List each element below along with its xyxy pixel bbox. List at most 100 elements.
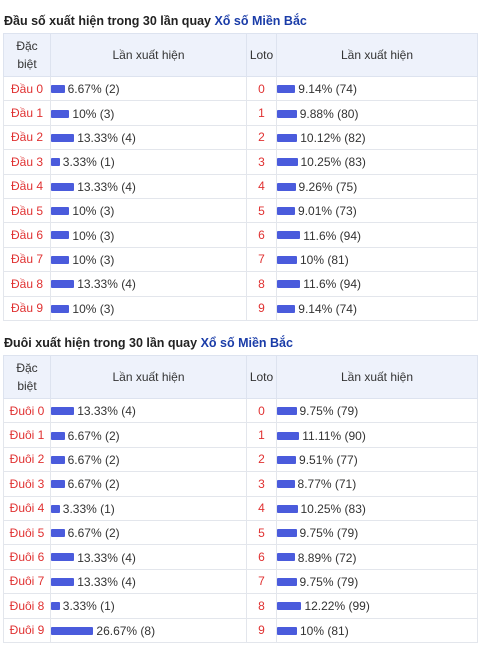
occurrence-value: 3.33% (1) [62, 501, 115, 516]
occurrence-value: 3.33% (1) [62, 599, 115, 614]
loto-digit: 2 [246, 446, 277, 473]
loto-occurrence-cell: 9.75% (79) [276, 519, 478, 546]
loto-occurrence-bar [277, 431, 300, 440]
loto-digit: 1 [246, 100, 277, 126]
loto-digit: 9 [246, 295, 277, 321]
row-label: Đầu 4 [3, 173, 51, 199]
table-row: Đầu 5 10% (3) 5 9.01% (73) [3, 197, 478, 224]
loto-occurrence-bar [277, 85, 296, 94]
loto-occurrence-value: 9.01% (73) [298, 204, 357, 219]
duoi-title-link[interactable]: Xổ số Miền Bắc [200, 336, 293, 350]
row-label: Đầu 7 [3, 246, 51, 273]
table-row: Đuôi 1 6.67% (2) 1 11.11% (90) [3, 422, 478, 448]
occurrence-cell: 13.33% (4) [50, 173, 247, 199]
occurrence-bar [51, 182, 75, 191]
loto-occurrence-bar [277, 109, 297, 118]
row-label: Đuôi 5 [3, 519, 51, 546]
occurrence-value: 6.67% (2) [67, 452, 120, 467]
occurrence-cell: 10% (3) [50, 197, 247, 224]
loto-occurrence-value: 9.75% (79) [299, 526, 359, 541]
loto-occurrence-value: 12.22% (99) [304, 599, 370, 614]
occurrence-bar [51, 431, 65, 440]
loto-occurrence-bar [277, 480, 295, 489]
occurrence-cell: 13.33% (4) [50, 124, 247, 151]
occurrence-cell: 10% (3) [50, 246, 247, 273]
loto-occurrence-value: 9.75% (79) [299, 404, 359, 419]
loto-occurrence-value: 9.26% (75) [298, 179, 358, 194]
loto-digit: 7 [246, 568, 277, 595]
loto-occurrence-value: 10.25% (83) [300, 155, 366, 170]
occurrence-cell: 10% (3) [50, 100, 247, 126]
occurrence-value: 10% (3) [72, 106, 115, 121]
loto-occurrence-value: 9.14% (74) [298, 301, 357, 316]
loto-occurrence-bar [277, 231, 301, 240]
table-row: Đuôi 9 26.67% (8) 9 10% (81) [3, 617, 478, 643]
table-row: Đầu 8 13.33% (4) 8 11.6% (94) [3, 271, 478, 297]
row-label: Đầu 5 [3, 197, 51, 224]
loto-occurrence-cell: 9.01% (73) [276, 197, 478, 224]
table-row: Đuôi 2 6.67% (2) 2 9.51% (77) [3, 446, 478, 473]
loto-occurrence-cell: 10% (81) [276, 246, 478, 273]
row-label: Đuôi 8 [3, 593, 51, 619]
dau-title-link[interactable]: Xổ số Miền Bắc [214, 14, 307, 28]
loto-digit: 1 [246, 422, 277, 448]
loto-digit: 5 [246, 197, 277, 224]
table-row: Đầu 7 10% (3) 7 10% (81) [3, 246, 478, 273]
row-label: Đầu 3 [3, 149, 51, 175]
occurrence-bar [51, 280, 75, 289]
table-row: Đuôi 5 6.67% (2) 5 9.75% (79) [3, 519, 478, 546]
row-label: Đuôi 0 [3, 397, 51, 424]
occurrence-value: 10% (3) [72, 228, 115, 243]
row-label: Đầu 0 [3, 75, 51, 102]
occurrence-bar [51, 455, 65, 464]
occurrence-cell: 3.33% (1) [50, 495, 247, 521]
occurrence-cell: 13.33% (4) [50, 568, 247, 595]
table-row: Đuôi 7 13.33% (4) 7 9.75% (79) [3, 568, 478, 595]
row-label: Đuôi 1 [3, 422, 51, 448]
loto-occurrence-bar [277, 304, 296, 313]
table-row: Đầu 4 13.33% (4) 4 9.26% (75) [3, 173, 478, 199]
header-loto-lan-xuat-hien: Lần xuất hiện [276, 33, 478, 77]
table-row: Đuôi 6 13.33% (4) 6 8.89% (72) [3, 544, 478, 570]
row-label: Đầu 6 [3, 222, 51, 248]
loto-occurrence-value: 10% (81) [300, 623, 349, 638]
loto-occurrence-value: 10.12% (82) [300, 130, 366, 145]
table-row: Đầu 3 3.33% (1) 3 10.25% (83) [3, 149, 478, 175]
occurrence-bar [51, 85, 65, 94]
occurrence-value: 3.33% (1) [62, 155, 115, 170]
loto-occurrence-bar [277, 529, 297, 538]
occurrence-value: 6.67% (2) [67, 82, 120, 97]
loto-occurrence-value: 11.6% (94) [303, 277, 361, 292]
dau-header-row: Đặc biệt Lần xuất hiện Loto Lần xuất hiệ… [3, 33, 478, 77]
header-lan-xuat-hien: Lần xuất hiện [50, 355, 247, 399]
loto-digit: 4 [246, 173, 277, 199]
row-label: Đuôi 3 [3, 471, 51, 497]
loto-digit: 0 [246, 397, 277, 424]
occurrence-bar [51, 504, 60, 513]
dau-stats-table: Đặc biệt Lần xuất hiện Loto Lần xuất hiệ… [3, 33, 478, 321]
header-dac-biet: Đặc biệt [3, 355, 51, 399]
loto-digit: 3 [246, 149, 277, 175]
duoi-section-title: Đuôi xuất hiện trong 30 lần quay Xổ số M… [4, 336, 293, 350]
header-loto-lan-xuat-hien: Lần xuất hiện [276, 355, 478, 399]
occurrence-value: 13.33% (4) [77, 179, 136, 194]
row-label: Đuôi 4 [3, 495, 51, 521]
occurrence-cell: 10% (3) [50, 295, 247, 321]
occurrence-bar [51, 207, 70, 216]
occurrence-bar [51, 109, 70, 118]
loto-occurrence-cell: 11.6% (94) [276, 222, 478, 248]
occurrence-value: 6.67% (2) [67, 526, 120, 541]
loto-occurrence-value: 9.51% (77) [299, 452, 358, 467]
loto-digit: 6 [246, 544, 277, 570]
loto-occurrence-bar [277, 577, 297, 586]
loto-occurrence-value: 9.14% (74) [298, 82, 357, 97]
occurrence-value: 10% (3) [72, 204, 115, 219]
loto-digit: 2 [246, 124, 277, 151]
row-label: Đầu 9 [3, 295, 51, 321]
loto-occurrence-cell: 9.75% (79) [276, 397, 478, 424]
row-label: Đuôi 2 [3, 446, 51, 473]
loto-occurrence-value: 8.77% (71) [297, 477, 357, 492]
loto-occurrence-bar [277, 158, 298, 167]
loto-occurrence-cell: 9.14% (74) [276, 295, 478, 321]
occurrence-value: 10% (3) [72, 252, 115, 267]
